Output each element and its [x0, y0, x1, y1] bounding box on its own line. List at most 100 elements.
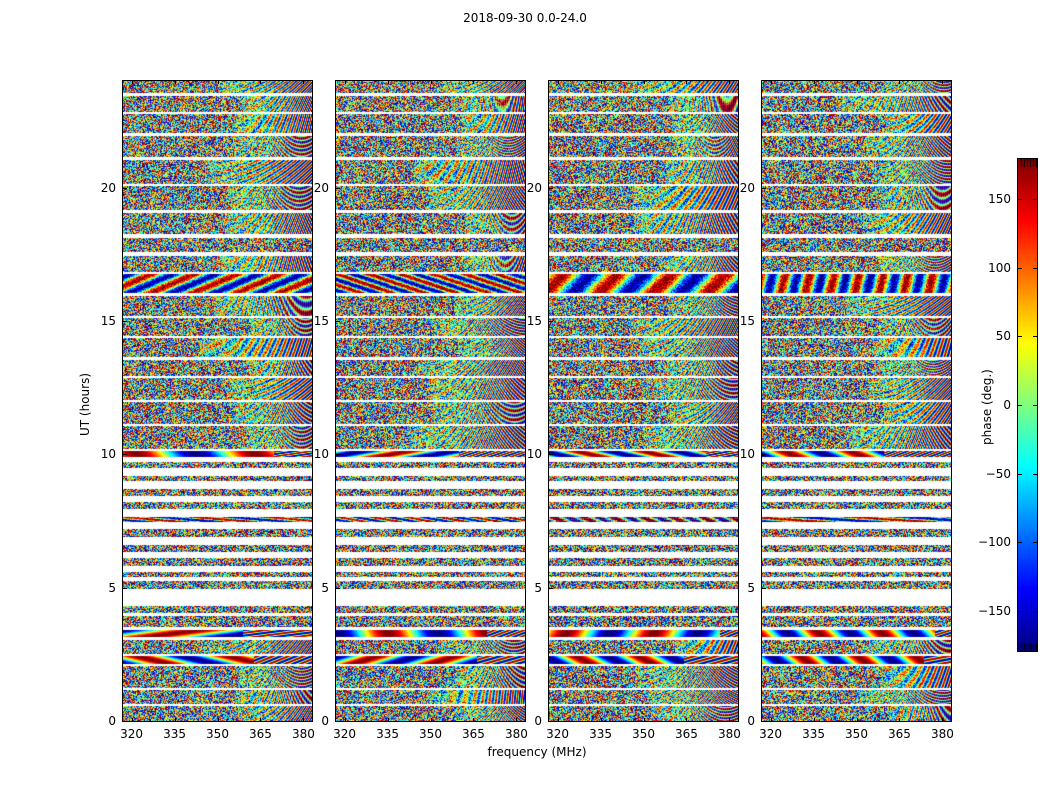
- panel-xy-xtick-mark: [600, 718, 602, 722]
- panel-xx-xtick-label: 335: [163, 727, 186, 741]
- colorbar-tick-mark-right: [1033, 336, 1038, 338]
- colorbar-tick-mark-right: [1033, 405, 1038, 406]
- panel-xy-xtick-mark-top: [729, 80, 731, 84]
- panel-yy-heatmap: [336, 81, 525, 721]
- panel-xy-xtick-mark: [643, 718, 645, 722]
- panel-xy-xtick-mark-top: [686, 80, 688, 84]
- panel-yx-ytick-mark: [762, 454, 766, 456]
- panel-yx-ytick-label: 0: [747, 714, 755, 728]
- panel-xx-xtick-label: 350: [206, 727, 229, 741]
- panel-xx-xtick-mark-top: [217, 80, 219, 84]
- panel-yy-ytick-mark: [336, 321, 340, 322]
- panel-xx-ytick-label: 10: [100, 447, 116, 462]
- panel-yy-xtick-mark-top: [387, 80, 389, 84]
- panel-xx-xtick-mark: [174, 718, 176, 722]
- panel-yx-xtick-mark: [856, 718, 858, 722]
- panel-xy-ytick-mark: [549, 321, 553, 322]
- panel-xy-xtick-mark: [557, 718, 559, 722]
- panel-yy-ytick-mark: [336, 187, 340, 189]
- panel-yx-xtick-mark: [942, 718, 944, 722]
- colorbar-tick-mark: [1017, 473, 1022, 475]
- colorbar-tick-label: −100: [978, 535, 1011, 550]
- colorbar-tick-mark-right: [1033, 199, 1038, 201]
- panel-xy-ytick-label: 15: [526, 314, 542, 328]
- panel-yy-ytick-label: 0: [321, 714, 329, 728]
- panel-xx-ytick-mark: [123, 454, 127, 456]
- colorbar-tick-mark-right: [1033, 473, 1038, 475]
- panel-yx-ytick-label: 10: [739, 447, 755, 462]
- panel-xy-ytick-mark: [549, 587, 553, 589]
- panel-xy-xtick-label: 380: [717, 727, 741, 741]
- colorbar-title: phase (deg.): [980, 369, 994, 445]
- panel-yx-ytick-mark: [762, 587, 766, 589]
- panel-yy-xtick-label: 350: [419, 727, 442, 741]
- colorbar-tick-label: −150: [978, 603, 1011, 618]
- figure-suptitle: 2018-09-30 0.0-24.0: [463, 11, 587, 25]
- panel-yy-xtick-label: 365: [462, 727, 485, 741]
- panel-xy-ytick-label: 5: [534, 580, 542, 595]
- panel-xx-xtick-mark: [303, 718, 305, 722]
- panel-yy-xtick-mark-top: [344, 80, 346, 84]
- panel-yx-xtick-label: 350: [845, 727, 868, 741]
- panel-yx-ytick-mark: [762, 321, 766, 322]
- panel-yy-xtick-mark: [387, 718, 389, 722]
- panel-xy-xtick-mark-top: [600, 80, 602, 84]
- panel-yy-xtick-label: 320: [333, 727, 357, 741]
- panel-xx-xtick-mark: [217, 718, 219, 722]
- panel-yy-xtick-mark-top: [430, 80, 432, 84]
- panel-xx-xtick-label: 380: [291, 727, 315, 741]
- panel-xy-xtick-label: 320: [546, 727, 570, 741]
- panel-yy-xtick-mark: [430, 718, 432, 722]
- panel-xy-xtick-label: 335: [589, 727, 612, 741]
- panel-xx-ytick-label: 5: [108, 580, 116, 595]
- panel-xx-xtick-label: 365: [249, 727, 272, 741]
- colorbar-tick-mark: [1017, 267, 1022, 269]
- panel-yy-ytick-mark: [336, 721, 340, 722]
- panel-xx-xtick-mark-top: [131, 80, 133, 84]
- colorbar-tick-mark: [1017, 405, 1022, 406]
- panel-yy-ytick-mark: [336, 454, 340, 456]
- y-axis-label: UT (hours): [78, 372, 92, 436]
- panel-yx-ytick-label: 15: [739, 314, 755, 328]
- panel-yx-xtick-label: 335: [802, 727, 825, 741]
- colorbar-tick-mark: [1017, 199, 1022, 201]
- panel-yy-xtick-label: 335: [376, 727, 399, 741]
- panel-yx-xtick-mark-top: [942, 80, 944, 84]
- panel-xx-ytick-label: 0: [108, 714, 116, 728]
- panel-xx[interactable]: XX, V9*V11=EA18*EA14: [122, 80, 313, 722]
- panel-yy-xtick-mark: [516, 718, 518, 722]
- panel-yx-xtick-mark-top: [813, 80, 815, 84]
- x-axis-label: frequency (MHz): [487, 745, 587, 759]
- panel-yy[interactable]: YY, V9*V11=EA18*EA14: [335, 80, 526, 722]
- panel-yx-xtick-mark: [813, 718, 815, 722]
- panel-yx-xtick-mark: [899, 718, 901, 722]
- colorbar-tick-mark-right: [1033, 542, 1038, 544]
- panel-xx-xtick-label: 320: [120, 727, 144, 741]
- panel-yy-xtick-label: 380: [504, 727, 528, 741]
- panel-yx-xtick-mark-top: [856, 80, 858, 84]
- panel-xy-xtick-mark: [729, 718, 731, 722]
- panel-yy-ytick-label: 10: [313, 447, 329, 462]
- panel-xy-ytick-label: 10: [526, 447, 542, 462]
- panel-yy-ytick-label: 5: [321, 580, 329, 595]
- panel-xx-ytick-mark: [123, 187, 127, 189]
- panel-xy-ytick-label: 20: [526, 180, 542, 195]
- panel-yy-ytick-label: 20: [313, 180, 329, 195]
- panel-xy-xtick-label: 350: [632, 727, 655, 741]
- panel-xy-ytick-mark: [549, 721, 553, 722]
- panel-xy[interactable]: XY, V9*V11=EA18*EA14: [548, 80, 739, 722]
- panel-xy-heatmap: [549, 81, 738, 721]
- colorbar-tick-mark-right: [1033, 267, 1038, 269]
- colorbar-tick-mark-right: [1033, 610, 1038, 612]
- panel-xx-ytick-label: 15: [100, 314, 116, 328]
- colorbar-tick-mark: [1017, 610, 1022, 612]
- panel-xx-xtick-mark: [131, 718, 133, 722]
- panel-xy-ytick-mark: [549, 187, 553, 189]
- panel-yx-xtick-label: 320: [759, 727, 783, 741]
- panel-yx-ytick-label: 5: [747, 580, 755, 595]
- panel-xx-ytick-label: 20: [100, 180, 116, 195]
- colorbar-tick-label: 0: [1003, 398, 1011, 412]
- panel-yx[interactable]: YX, V9*V11=EA18*EA14: [761, 80, 952, 722]
- panel-xy-ytick-mark: [549, 454, 553, 456]
